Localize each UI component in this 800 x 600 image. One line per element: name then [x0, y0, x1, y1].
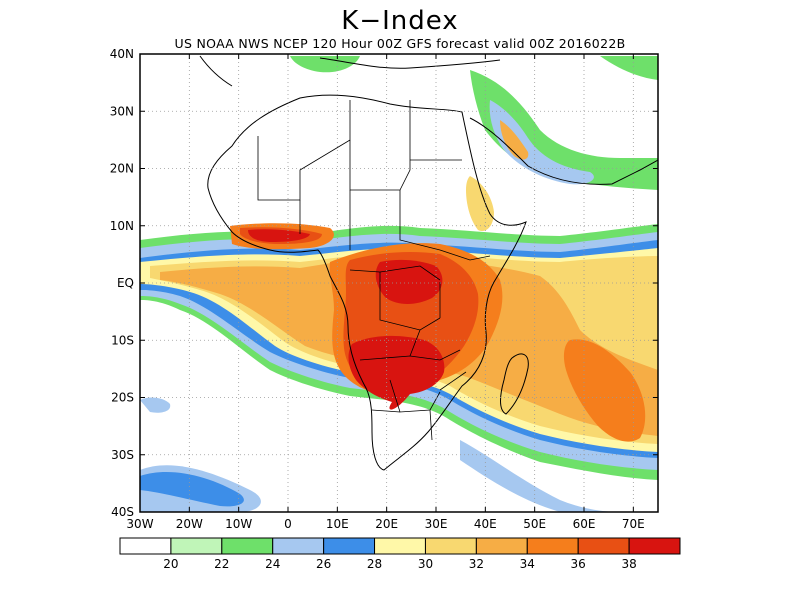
- country-borders: [257, 100, 491, 441]
- latitude-axis: 40N 30N 20N 10N EQ 10S 20S 30S 40S: [110, 47, 658, 519]
- colorbar-label: 28: [367, 557, 382, 571]
- colorbar-label: 38: [621, 557, 636, 571]
- contour-40-band: [248, 229, 445, 410]
- colorbar-swatch: [119, 537, 172, 555]
- lon-label: 0: [284, 517, 292, 531]
- mediterranean-coast: [319, 57, 501, 69]
- colorbar-label: 20: [163, 557, 178, 571]
- lon-label: 20W: [176, 517, 203, 531]
- lon-label: 50E: [523, 517, 546, 531]
- lon-label: 30E: [425, 517, 448, 531]
- colorbar-swatch: [323, 537, 376, 555]
- colorbar-swatch: [475, 537, 528, 555]
- africa-coastline: [207, 94, 527, 471]
- longitude-axis: 30W 20W 10W 0 10E 20E 30E 40E 50E 60E 70E: [126, 54, 645, 531]
- colorbar: 20 22 24 26 28 30 32 34 36 38: [119, 537, 681, 571]
- colorbar-swatch: [424, 537, 477, 555]
- colorbar-label: 22: [214, 557, 229, 571]
- colorbar-swatch: [526, 537, 579, 555]
- lon-label: 40E: [474, 517, 497, 531]
- northern-fringe: [290, 56, 658, 232]
- lon-label: 20E: [375, 517, 398, 531]
- colorbar-label: 26: [316, 557, 331, 571]
- lat-label: 30S: [111, 448, 134, 462]
- lon-label: 10W: [225, 517, 252, 531]
- lon-label: 30W: [126, 517, 153, 531]
- colorbar-label: 32: [469, 557, 484, 571]
- lat-label: 10S: [111, 333, 134, 347]
- k-index-field: [140, 56, 658, 512]
- coastlines: [199, 55, 658, 471]
- lat-label: 30N: [110, 104, 134, 118]
- madagascar: [500, 353, 529, 415]
- lat-label: 40N: [110, 47, 134, 61]
- lon-label: 60E: [573, 517, 596, 531]
- lat-label: EQ: [117, 276, 134, 290]
- lon-label: 10E: [326, 517, 349, 531]
- lat-label: 20S: [111, 391, 134, 405]
- colorbar-label: 36: [571, 557, 586, 571]
- lon-label: 70E: [622, 517, 645, 531]
- colorbar-label: 24: [265, 557, 280, 571]
- colorbar-swatch: [628, 537, 681, 555]
- arabia-coast: [469, 117, 658, 185]
- gridlines: [140, 54, 658, 512]
- colorbar-swatch: [374, 537, 426, 555]
- colorbar-label: 30: [418, 557, 433, 571]
- colorbar-swatch: [170, 537, 223, 555]
- colorbar-label: 34: [520, 557, 535, 571]
- colorbar-swatch: [221, 537, 274, 555]
- map-subtitle: US NOAA NWS NCEP 120 Hour 00Z GFS foreca…: [174, 36, 626, 51]
- iberia-coast: [199, 55, 233, 87]
- lat-label: 20N: [110, 162, 134, 176]
- colorbar-swatch: [272, 537, 325, 555]
- colorbar-swatch: [577, 537, 630, 555]
- map-title: K−Index: [341, 6, 459, 36]
- lat-label: 40S: [111, 505, 134, 519]
- lat-label: 10N: [110, 219, 134, 233]
